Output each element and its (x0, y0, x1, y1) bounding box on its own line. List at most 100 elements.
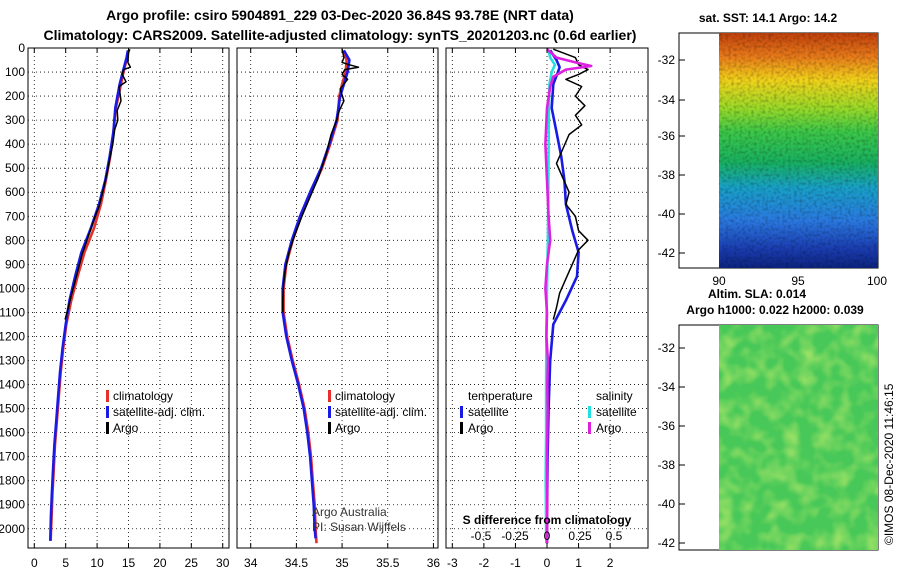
difference-panel: -3 -2 -1 0 1 2 (445, 47, 649, 570)
x-tick-label: 0 (31, 556, 38, 570)
depth-tick-label: 1400 (0, 378, 25, 392)
depth-tick-label: 0 (18, 41, 25, 55)
x-tick-label: 34 (244, 556, 258, 570)
depth-tick-label: 1700 (0, 450, 25, 464)
depth-tick-label: 800 (5, 233, 25, 247)
imos-stamp: ©IMOS 08-Dec-2020 11:46:15 (882, 383, 896, 545)
legend-label-sal-argo: Argo (596, 421, 622, 435)
series-line-climatology (282, 50, 348, 544)
legend-swatch-temp-argo (460, 422, 463, 434)
sla-lat-label: -42 (658, 536, 676, 550)
depth-tick-label: 400 (5, 137, 25, 151)
sal-diff-tick-label: -0.25 (501, 529, 529, 543)
x-tick-label: -3 (447, 556, 458, 570)
salinity-panel: 34 34.5 35 35.5 36 (236, 47, 441, 570)
legend-swatch-sal-argo (588, 422, 591, 434)
legend-header-temperature: temperature (468, 389, 533, 403)
difference-xlabel: S difference from climatology (463, 513, 632, 527)
sst-lat-label: -32 (658, 53, 676, 67)
legend-swatch-climatology (106, 390, 109, 402)
title-line-2: Climatology: CARS2009. Satellite-adjuste… (44, 27, 637, 43)
sla-lat-label: -38 (658, 458, 676, 472)
series-line-argo (64, 48, 132, 320)
legend-label-argo: Argo (113, 421, 139, 435)
x-tick-label: 35.5 (376, 556, 400, 570)
depth-tick-label: 1200 (0, 329, 25, 343)
legend-label-temp-argo: Argo (468, 421, 494, 435)
depth-tick-label: 700 (5, 209, 25, 223)
sal-diff-tick-label: 0.5 (606, 529, 623, 543)
legend-swatch-sal-satellite (588, 406, 591, 418)
credit-line-1: Argo Australia (312, 505, 387, 519)
credit-line-2: PI: Susan Wijffels (312, 520, 406, 534)
depth-tick-label: 1300 (0, 354, 25, 368)
legend-label-satellite: satellite-adj. clim. (335, 405, 427, 419)
series-line-salinity-argo (544, 48, 593, 544)
sla-map-blotches (719, 325, 878, 550)
depth-tick-label: 1000 (0, 281, 25, 295)
legend-label-climatology: climatology (113, 389, 173, 403)
depth-tick-label: 600 (5, 185, 25, 199)
sla-map-title-1: Altim. SLA: 0.014 (708, 287, 806, 301)
plot-frame (236, 47, 439, 549)
sst-lon-label: 90 (712, 274, 726, 288)
legend-header-salinity: salinity (596, 389, 633, 403)
temperature-legend: climatology satellite-adj. clim. Argo (106, 389, 205, 435)
series-line-temperature-argo (552, 48, 589, 320)
legend-label-satellite: satellite-adj. clim. (113, 405, 205, 419)
sst-lat-label: -36 (658, 129, 676, 143)
depth-axis: 0 100 200 300 400 500 600 700 800 900 1000 1100 1200… (0, 41, 25, 536)
series-line-satellite-adj-clim- (281, 49, 351, 539)
depth-tick-label: 1500 (0, 402, 25, 416)
x-tick-label: -2 (479, 556, 490, 570)
sla-map-title-2: Argo h1000: 0.022 h2000: 0.039 (686, 303, 864, 317)
series-line-argo (281, 49, 360, 313)
legend-label-argo: Argo (335, 421, 361, 435)
sla-lat-label: -40 (658, 497, 676, 511)
sst-lat-label: -34 (658, 93, 676, 107)
x-tick-label: 34.5 (285, 556, 309, 570)
x-tick-label: 25 (185, 556, 199, 570)
depth-tick-label: 1800 (0, 474, 25, 488)
legend-swatch-climatology (328, 390, 331, 402)
legend-label-temp-satellite: satellite (468, 405, 509, 419)
sst-lon-label: 95 (791, 274, 805, 288)
x-tick-label: 30 (216, 556, 230, 570)
x-tick-label: -1 (510, 556, 521, 570)
temperature-panel: 0 5 10 15 20 25 30 (27, 47, 230, 570)
depth-tick-label: 200 (5, 89, 25, 103)
sst-lat-ticks: -32 -34 -36 -38 -40 -42 (658, 53, 685, 260)
depth-tick-label: 300 (5, 113, 25, 127)
depth-tick-label: 1100 (0, 305, 25, 319)
x-tick-label: 35 (335, 556, 349, 570)
sst-map (678, 32, 879, 269)
series-line-temperature-satellite (545, 49, 580, 544)
x-tick-label: 20 (153, 556, 167, 570)
legend-swatch-satellite (328, 406, 331, 418)
legend-swatch-satellite (106, 406, 109, 418)
x-tick-label: 36 (427, 556, 441, 570)
x-tick-label: 2 (607, 556, 614, 570)
x-tick-label: 5 (62, 556, 69, 570)
sal-diff-tick-label: 0.25 (568, 529, 592, 543)
sst-lat-label: -38 (658, 168, 676, 182)
x-tick-label: 1 (575, 556, 582, 570)
legend-label-climatology: climatology (335, 389, 395, 403)
x-tick-label: 0 (544, 556, 551, 570)
depth-tick-label: 100 (5, 65, 25, 79)
x-tick-label: 10 (90, 556, 104, 570)
sst-lon-ticks: 90 95 100 (712, 274, 887, 288)
depth-tick-label: 900 (5, 257, 25, 271)
sst-map-texture (719, 33, 878, 268)
depth-tick-label: 500 (5, 161, 25, 175)
depth-tick-label: 1600 (0, 426, 25, 440)
x-tick-label: 15 (122, 556, 136, 570)
depth-tick-label: 2000 (0, 522, 25, 536)
sla-lat-ticks: -32 -34 -36 -38 -40 -42 (658, 341, 685, 550)
salinity-legend: climatology satellite-adj. clim. Argo (328, 389, 427, 435)
sla-map (678, 324, 879, 551)
series-line-satellite-adj-clim- (49, 50, 130, 541)
salinity-difference-ticks: -0.5 -0.25 0 0.25 0.5 (471, 529, 623, 543)
sal-diff-tick-label: -0.5 (471, 529, 492, 543)
